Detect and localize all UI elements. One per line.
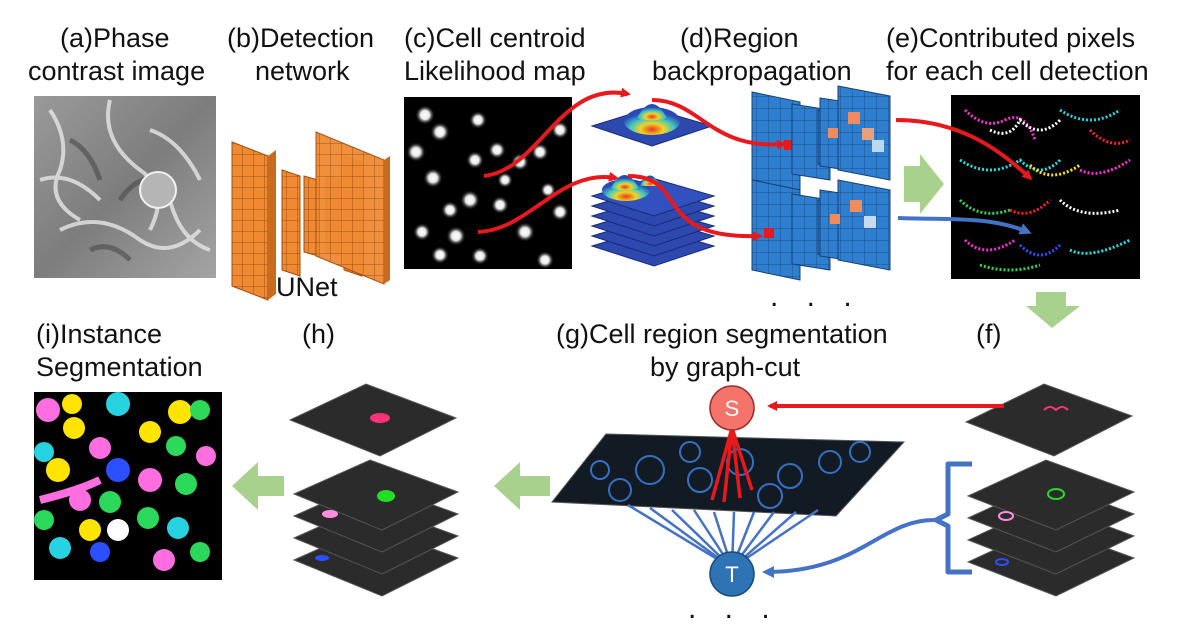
label-a-line2: contrast image	[28, 56, 205, 86]
sink-node: T	[709, 551, 755, 597]
label-e-line2: for each cell detection	[886, 56, 1149, 86]
arrow-blue-to-e	[897, 216, 1032, 235]
label-a-line1: (a)Phase	[60, 23, 170, 53]
label-c-line1: (c)Cell centroid	[404, 23, 586, 53]
label-e-line1: (e)Contributed pixels	[886, 23, 1135, 53]
source-node-label: S	[725, 396, 740, 421]
label-h: (h)	[302, 319, 335, 349]
label-b-line2: network	[255, 56, 350, 86]
label-f: (f)	[976, 319, 1001, 349]
phase-contrast-image	[34, 96, 216, 278]
arrow-red-c-to-peak-stack	[477, 171, 619, 234]
likelihood-map	[404, 97, 572, 269]
label-d-line1: (d)Region	[680, 23, 799, 53]
ellipsis-backprop: . . .	[770, 280, 862, 313]
source-node: S	[709, 385, 755, 431]
label-b-line1: (b)Detection	[227, 23, 374, 53]
brace-bracket	[933, 461, 972, 575]
block-arrow-d-to-e	[904, 154, 944, 214]
block-arrow-g-to-h	[494, 462, 550, 510]
segmented-layer-stack	[288, 383, 460, 597]
arrow-red-stack-to-grid-bottom	[627, 174, 763, 242]
label-c-line2: Likelihood map	[404, 56, 586, 86]
block-arrow-e-to-f	[1026, 292, 1080, 328]
arrow-red-c-to-peak-top	[483, 87, 631, 178]
sink-node-label: T	[725, 562, 738, 587]
arrow-red-to-e	[895, 118, 1033, 181]
contributed-pixels-image	[951, 95, 1140, 279]
label-i-line2: Segmentation	[36, 352, 203, 382]
arrow-blue-f-to-sink	[762, 518, 935, 578]
unet-diagram	[231, 131, 390, 301]
arrow-red-peak-to-grid-top	[651, 98, 787, 150]
contribution-layer-stack	[964, 383, 1136, 597]
label-g-line2: by graph-cut	[650, 352, 801, 382]
ellipsis-graphcut: . . .	[688, 592, 780, 625]
label-g-line1: (g)Cell region segmentation	[556, 319, 888, 349]
label-d-line2: backpropagation	[652, 56, 852, 86]
block-arrow-h-to-i	[232, 462, 284, 510]
backprop-grid-top	[751, 85, 891, 191]
likelihood-peak-top	[590, 104, 714, 147]
graph-cut-image	[551, 427, 906, 570]
label-i-line1: (i)Instance	[36, 319, 162, 349]
instance-segmentation-image	[34, 392, 222, 580]
backprop-grid-bottom	[751, 179, 891, 281]
label-unet: UNet	[276, 272, 338, 302]
likelihood-peak-stack	[590, 175, 716, 267]
